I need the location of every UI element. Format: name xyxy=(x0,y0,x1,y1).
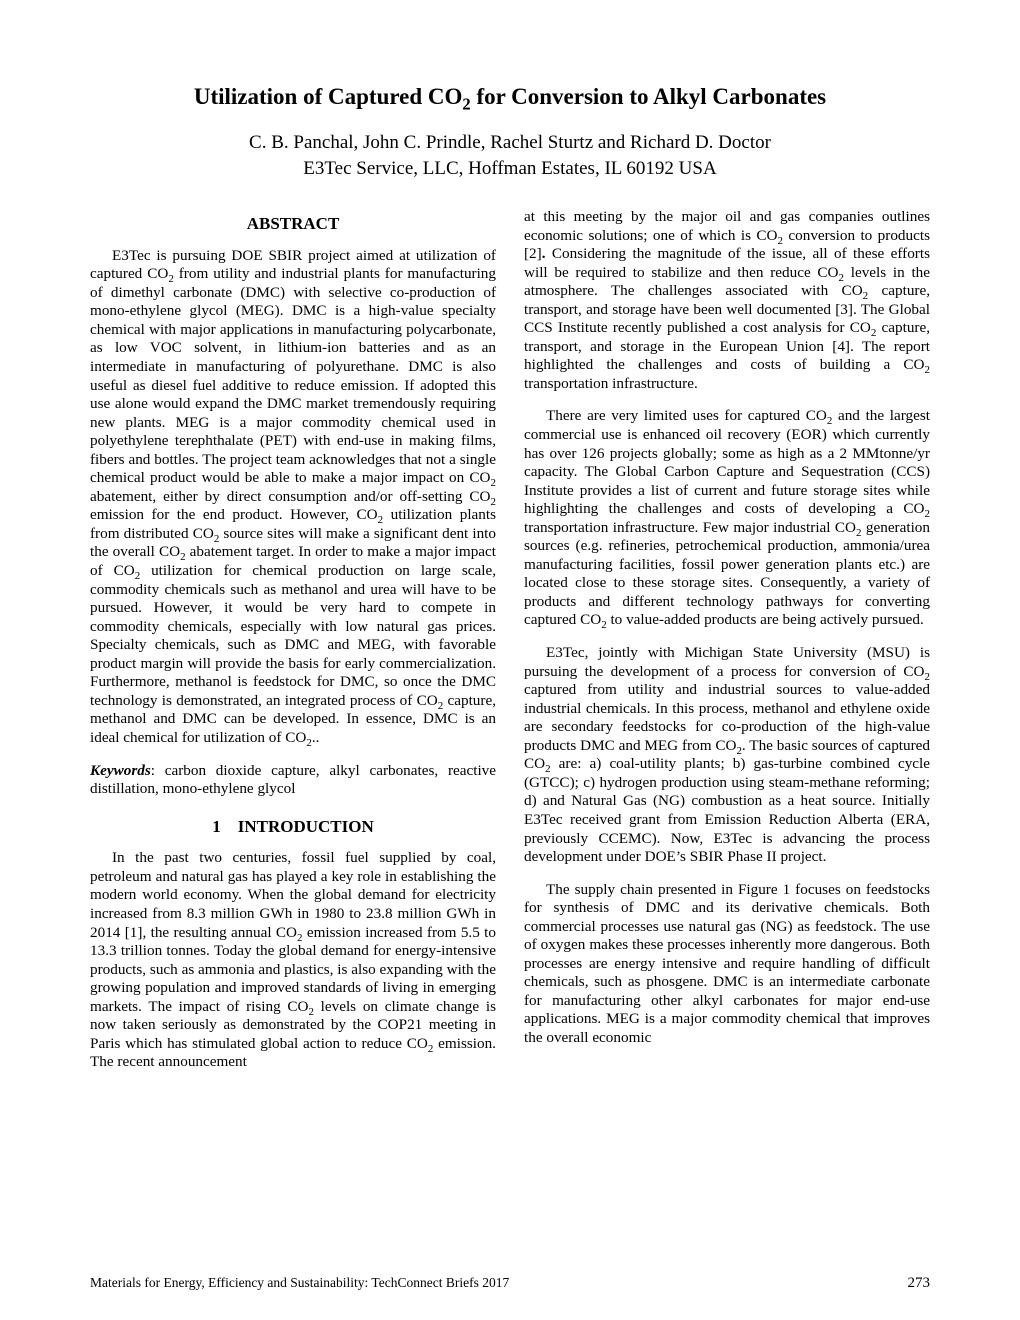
col2-paragraph-3: E3Tec, jointly with Michigan State Unive… xyxy=(524,644,930,867)
page-footer: Materials for Energy, Efficiency and Sus… xyxy=(90,1275,930,1292)
introduction-heading: 1 INTRODUCTION xyxy=(90,817,496,838)
paper-page: Utilization of Captured CO2 for Conversi… xyxy=(0,0,1020,1134)
col2-continuation-paragraph: at this meeting by the major oil and gas… xyxy=(524,208,930,393)
footer-publication: Materials for Energy, Efficiency and Sus… xyxy=(90,1275,509,1292)
two-column-body: ABSTRACT E3Tec is pursuing DOE SBIR proj… xyxy=(90,208,930,1074)
keywords-line: Keywords: carbon dioxide capture, alkyl … xyxy=(90,762,496,799)
abstract-paragraph: E3Tec is pursuing DOE SBIR project aimed… xyxy=(90,247,496,748)
keywords-text: : carbon dioxide capture, alkyl carbonat… xyxy=(90,762,496,798)
col2-paragraph-2: There are very limited uses for captured… xyxy=(524,407,930,630)
intro-paragraph-1: In the past two centuries, fossil fuel s… xyxy=(90,849,496,1072)
abstract-heading: ABSTRACT xyxy=(90,214,496,235)
keywords-label: Keywords xyxy=(90,762,151,779)
author-line: C. B. Panchal, John C. Prindle, Rachel S… xyxy=(90,132,930,154)
col2-paragraph-4: The supply chain presented in Figure 1 f… xyxy=(524,881,930,1048)
affiliation-line: E3Tec Service, LLC, Hoffman Estates, IL … xyxy=(90,158,930,180)
paper-title: Utilization of Captured CO2 for Conversi… xyxy=(90,84,930,110)
footer-page-number: 273 xyxy=(908,1275,931,1292)
